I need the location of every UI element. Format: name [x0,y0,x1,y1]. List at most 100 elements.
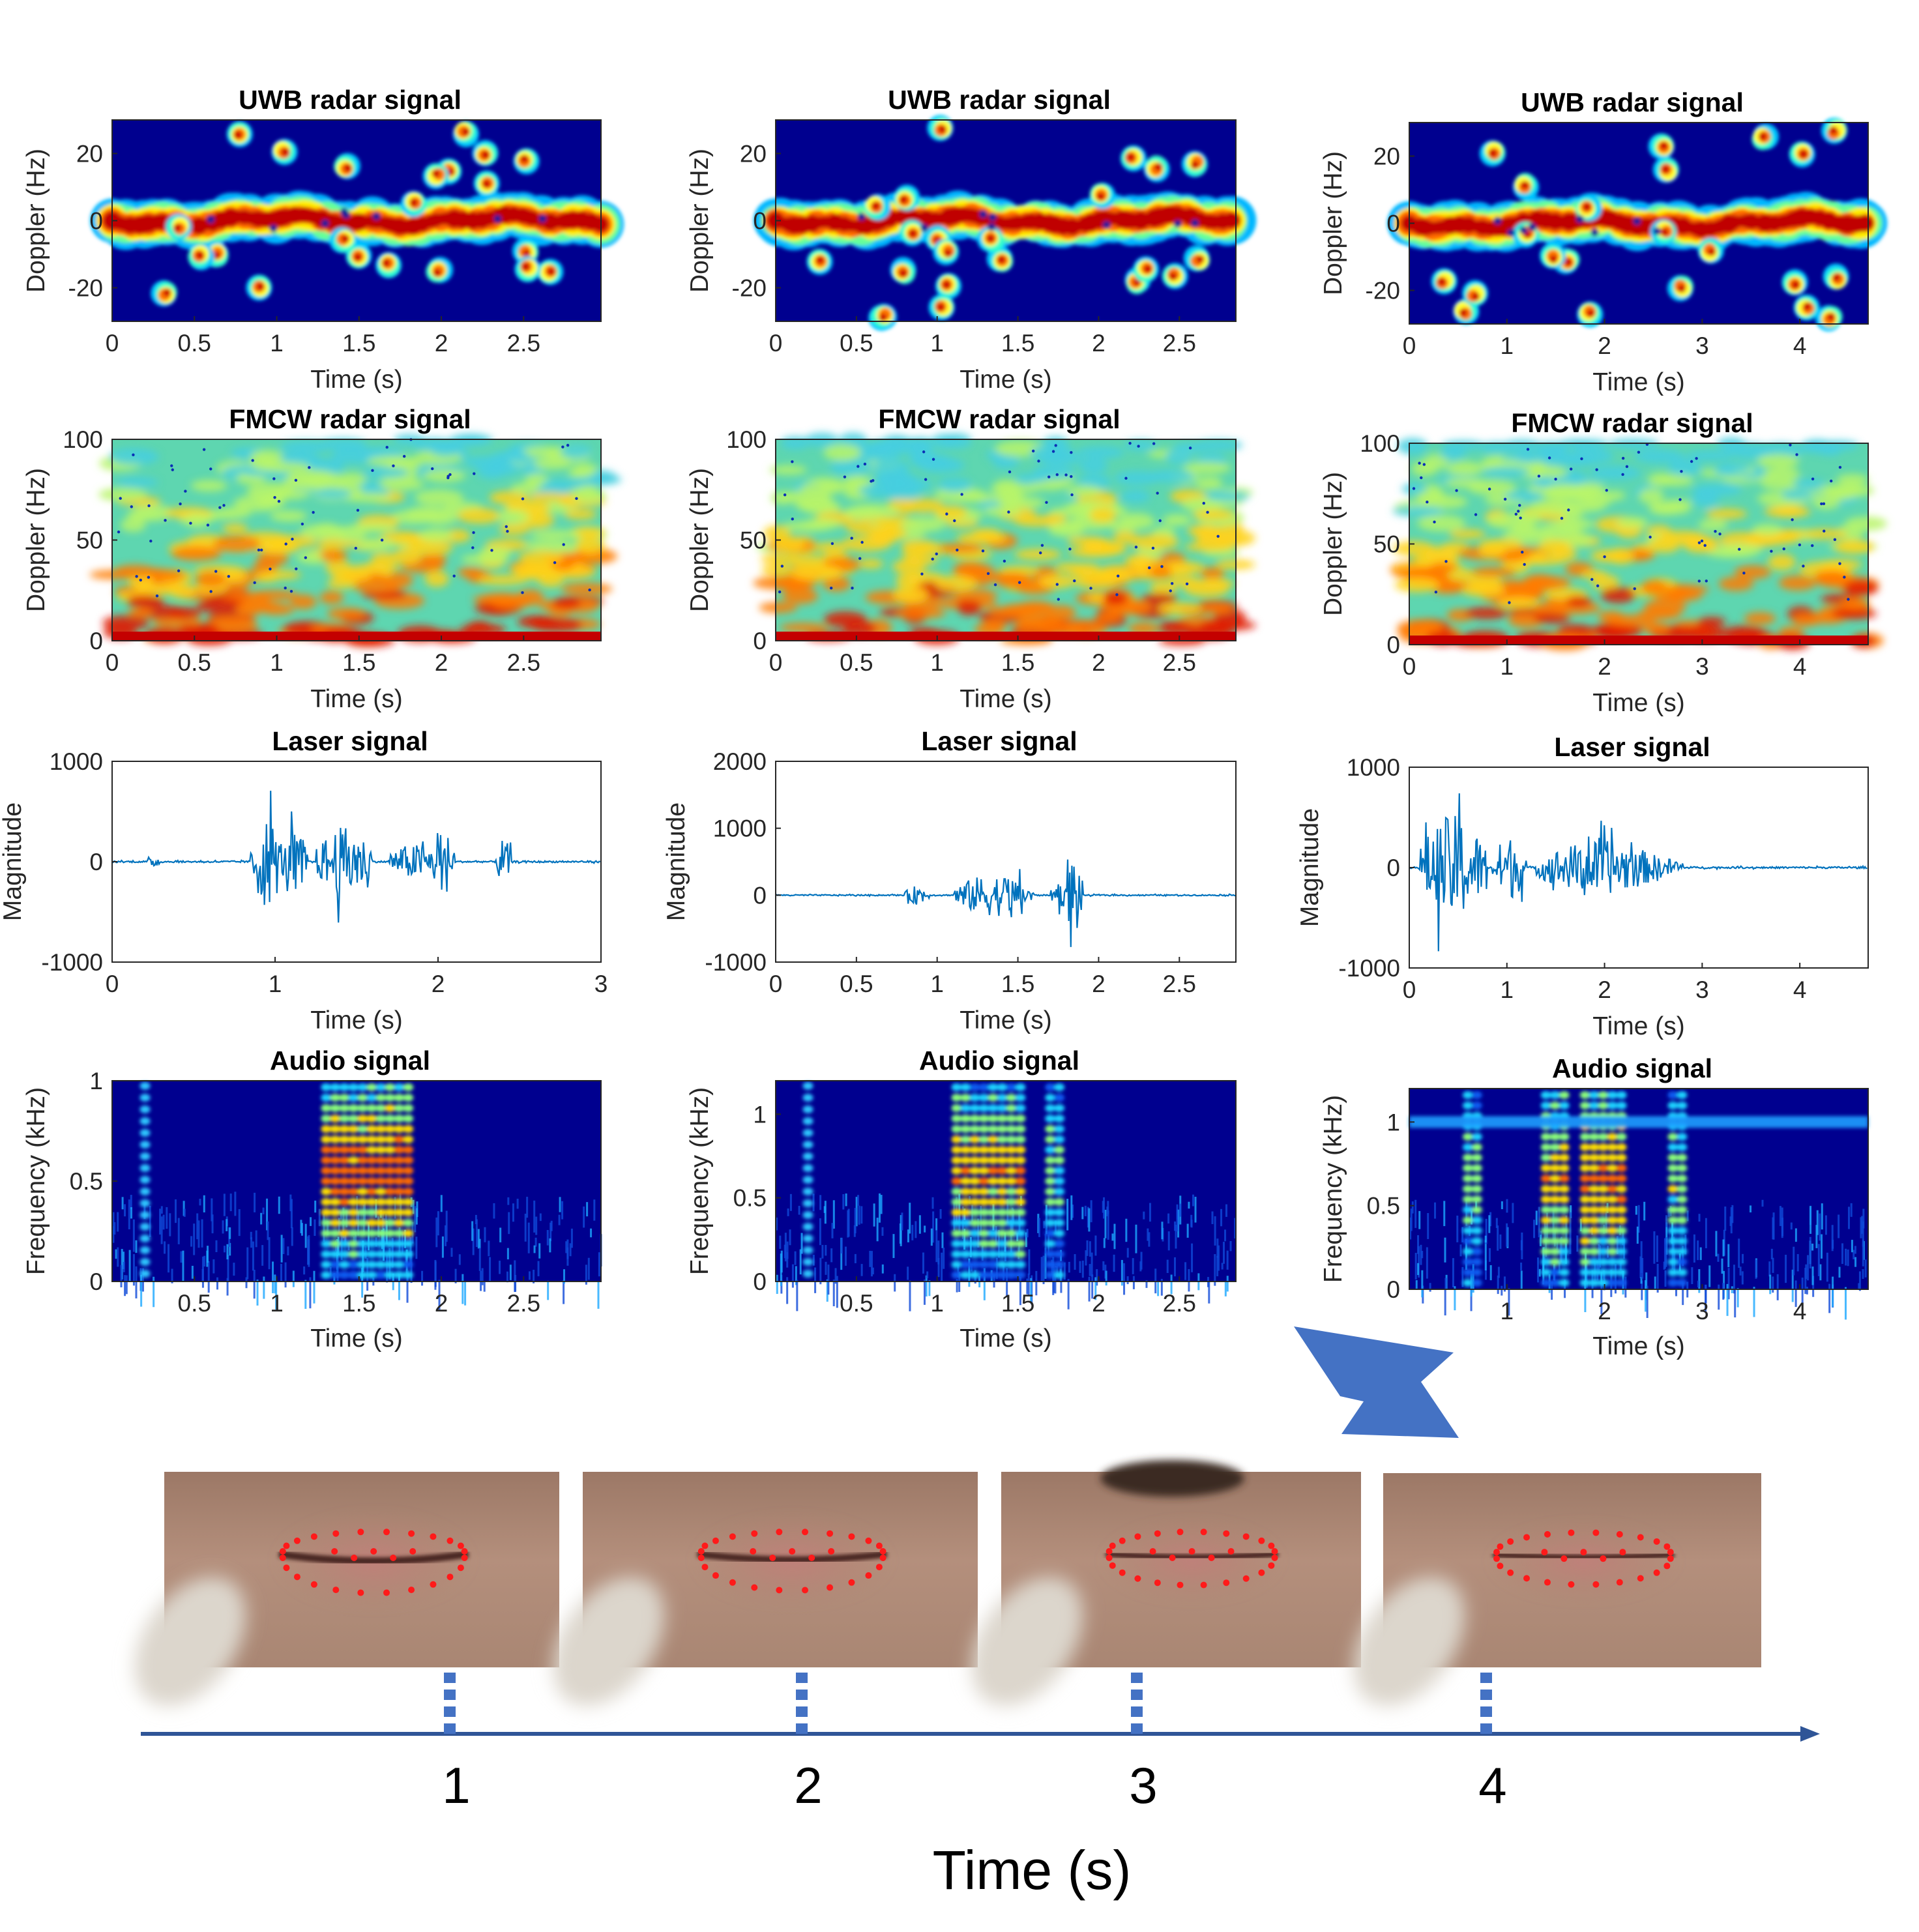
uwb-hole [321,219,329,227]
y-axis-label: Magnitude [662,802,690,921]
x-axis-label: Time (s) [1592,1012,1685,1040]
x-tick-label: 1.5 [1001,971,1034,997]
fmcw-cell [939,543,983,553]
uwb-burst-blob [872,201,880,210]
audio-cell [1045,1271,1056,1279]
audio-noise-streak [1828,1283,1831,1313]
audio-cell [1579,1185,1590,1193]
audio-noise-streak [128,1250,131,1281]
landmark-dot [1619,1549,1626,1556]
fmcw-speckle [1117,574,1120,578]
audio-cell [951,1115,962,1122]
audio-cell [339,1261,350,1268]
audio-cell [1677,1206,1688,1214]
audio-noise-streak [1418,1246,1420,1278]
audio-cell [1006,1167,1017,1175]
audio-noise-streak [128,1199,130,1230]
audio-noise-streak [1730,1207,1733,1234]
audio-noise-streak [1684,1235,1687,1255]
audio-noise-streak [915,1221,917,1238]
audio-cell [951,1198,962,1206]
uwb-burst-blob [938,125,946,134]
audio-noise-streak [1418,1210,1421,1229]
fmcw-cell [222,523,248,534]
audio-cell [1054,1177,1065,1185]
x-axis-label: Time (s) [960,1006,1052,1034]
audio-noise-streak [444,1225,447,1246]
fmcw-speckle [1523,563,1526,566]
x-tick-label: 4 [1793,332,1807,359]
y-tick-label: 50 [76,527,103,554]
fmcw-speckle [1115,593,1119,596]
audio-noise-streak [1860,1217,1862,1238]
x-tick-label: 2 [1598,332,1611,359]
fmcw-speckle [294,478,298,482]
audio-noise-streak [1640,1241,1643,1273]
audio-noise-streak [229,1242,231,1256]
fmcw-cell [1503,491,1544,501]
audio-cell [978,1156,989,1164]
audio-noise-streak [481,1268,484,1285]
fmcw-cell [109,448,159,465]
audio-noise-streak [1861,1216,1864,1234]
audio-cell [1054,1208,1065,1216]
audio-dot [802,1270,813,1278]
audio-cell [357,1156,368,1164]
audio-cell [1054,1104,1065,1112]
audio-noise-streak [1427,1213,1429,1239]
audio-cell [1667,1279,1678,1287]
landmark-dot [1560,1555,1568,1562]
audio-cell [375,1094,387,1102]
audio-cell [375,1156,387,1164]
uwb-burst-blob [943,280,951,289]
audio-cell [1045,1188,1056,1195]
fmcw-cell [126,594,164,608]
audio-cell [357,1188,368,1195]
audio-dot [139,1188,151,1195]
mouth-line [1105,1551,1279,1560]
landmark-dot [1541,1549,1548,1556]
landmark-dot [1507,1569,1514,1576]
fmcw-speckle [1151,546,1155,550]
laser-background [776,761,1236,962]
audio-cell [375,1250,387,1258]
audio-noise-streak [561,1201,564,1220]
audio-cell [394,1261,405,1268]
audio-cell [951,1135,962,1143]
audio-noise-streak [130,1195,132,1210]
audio-noise-streak [250,1231,252,1240]
landmark-dot [750,1548,757,1555]
landmark-dot [1169,1555,1176,1561]
audio-cell [951,1250,962,1258]
audio-cell [997,1219,1008,1227]
audio-noise-streak [526,1197,529,1218]
audio-cell [1559,1185,1570,1193]
fmcw-cell [1397,437,1428,455]
uwb-burst-blob [1791,280,1800,289]
audio-cell [969,1146,980,1154]
audio-cell [1015,1250,1026,1258]
landmark-dot [351,1555,358,1561]
audio-cell [988,1156,999,1164]
x-tick-label: 3 [1695,1298,1709,1325]
landmark-dot [408,1530,415,1537]
audio-cell [1015,1083,1026,1091]
y-tick-label: 0 [89,208,103,235]
fmcw-speckle [924,478,928,481]
landmark-dot [879,1555,886,1561]
lip-frame [553,1472,978,1706]
audio-cell [339,1177,350,1185]
fmcw-cell [282,475,330,490]
audio-noise-streak [1812,1276,1815,1297]
audio-noise-streak [1054,1265,1057,1294]
audio-cell [1540,1185,1551,1193]
audio-cell [1045,1240,1056,1248]
audio-noise-streak [1862,1221,1864,1247]
audio-cell [330,1156,341,1164]
fmcw-cell [988,606,1034,618]
audio-cell [1054,1083,1065,1091]
audio-noise-streak [937,1240,940,1265]
x-tick-label: 0 [769,971,783,997]
